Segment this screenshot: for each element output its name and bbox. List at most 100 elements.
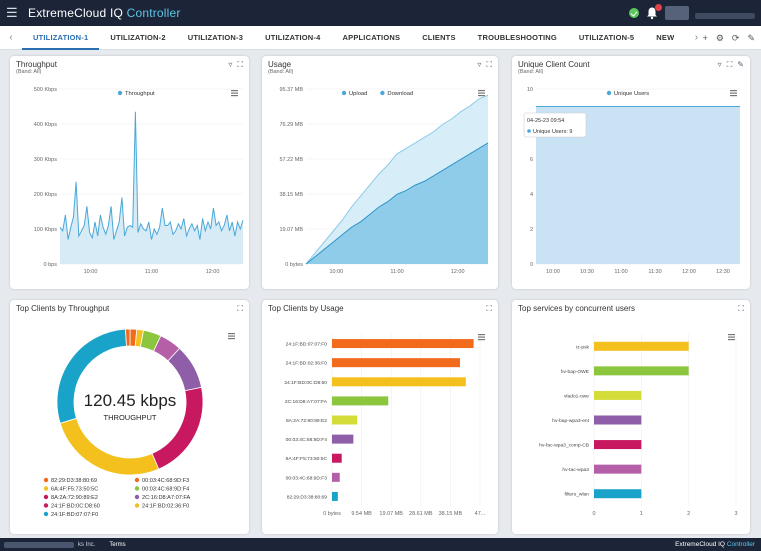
tab-clients[interactable]: CLIENTS xyxy=(422,32,456,42)
category-label: 00:03:4C:68:9D:F3 xyxy=(286,475,328,481)
x-tick-label: 0 bytes xyxy=(323,511,341,517)
bar xyxy=(332,491,338,501)
chart-menu-icon xyxy=(478,339,485,341)
expand-icon[interactable]: ⛶ xyxy=(237,60,243,69)
tab-applications[interactable]: APPLICATIONS xyxy=(342,32,401,42)
y-tick-label: 100 Kbps xyxy=(34,227,57,233)
filter-icon[interactable]: ▿ xyxy=(717,60,722,69)
card-title: Throughput xyxy=(16,60,57,69)
legend-label: Unique Users xyxy=(614,91,649,97)
expand-icon[interactable]: ⛶ xyxy=(738,304,744,313)
throughput-card: Throughput (Band: All) ▿ ⛶ 500 Kbps 400 K… xyxy=(10,56,249,289)
bar xyxy=(332,453,342,463)
card-subtitle: (Band: All) xyxy=(268,69,294,75)
tabs-scroll-right-icon[interactable]: › xyxy=(694,32,699,43)
chart-menu-icon xyxy=(728,336,735,338)
user-avatar[interactable] xyxy=(665,6,689,20)
card-subtitle: (Band: All) xyxy=(518,69,544,75)
legend-label: 00:03:4C:68:9D:F3 xyxy=(142,478,189,484)
series-line-throughput xyxy=(59,111,244,240)
donut-slice xyxy=(125,328,131,347)
x-tick-label: 11:00 xyxy=(614,269,627,275)
y-tick-label: 2 xyxy=(530,227,533,233)
bar xyxy=(594,366,689,376)
tooltip-marker xyxy=(527,129,531,133)
donut-center-label: THROUGHPUT xyxy=(104,413,157,422)
series-line-download xyxy=(305,94,489,265)
x-tick-label: 12:00 xyxy=(682,269,696,275)
category-label: 24:1F:BD:02:36:F0 xyxy=(286,361,328,367)
category-label: filters_wlan xyxy=(565,492,590,498)
legend-label: 8A:2A:72:90:89:E2 xyxy=(51,495,98,501)
footer-copyright: ks Inc. xyxy=(78,541,96,548)
expand-icon[interactable]: ⛶ xyxy=(237,304,243,313)
chart-menu-icon xyxy=(730,90,737,92)
tab-utilization-1[interactable]: UTILIZATION-1 xyxy=(22,26,100,50)
settings-gear-icon[interactable]: ⚙ xyxy=(715,32,724,43)
x-tick-label: 0 xyxy=(592,511,595,517)
bar xyxy=(332,358,461,368)
bar xyxy=(594,464,642,474)
app-brand: ExtremeCloud IQ Controller xyxy=(28,6,181,20)
expand-icon[interactable]: ⛶ xyxy=(486,60,492,69)
chart-menu-icon xyxy=(231,92,238,94)
legend-marker xyxy=(43,486,49,491)
terms-link[interactable]: Terms xyxy=(109,541,126,548)
add-dashboard-icon[interactable]: + xyxy=(702,33,708,43)
legend-marker xyxy=(43,503,49,508)
x-tick-label: 38.15 MB xyxy=(439,511,463,517)
tab-troubleshooting[interactable]: TROUBLESHOOTING xyxy=(477,32,557,42)
user-name-blurred[interactable] xyxy=(695,13,755,19)
bar xyxy=(332,434,354,444)
y-tick-label: 0 bps xyxy=(44,262,58,268)
footer-brand-name: ExtremeCloud IQ xyxy=(675,541,725,548)
y-tick-label: 10 xyxy=(527,87,533,93)
donut-center-value: 120.45 kbps xyxy=(84,391,177,410)
filter-icon[interactable]: ▿ xyxy=(477,60,482,69)
bar xyxy=(594,390,642,400)
x-tick-label: 11:00 xyxy=(390,269,403,275)
chart-menu-icon xyxy=(728,334,735,336)
refresh-icon[interactable]: ⟳ xyxy=(731,32,740,43)
chart-menu-icon xyxy=(228,338,235,340)
edit-icon[interactable]: ✎ xyxy=(747,32,755,43)
card-title: Top Clients by Throughput xyxy=(16,304,110,313)
tab-utilization-3[interactable]: UTILIZATION-3 xyxy=(187,32,244,42)
unique-client-chart: 108642010:0010:3011:0011:3012:0012:30Uni… xyxy=(523,87,740,275)
legend-marker xyxy=(117,90,123,96)
tab-utilization-5[interactable]: UTILIZATION-5 xyxy=(578,32,635,42)
legend-marker xyxy=(43,511,49,517)
category-label: hv-bap-wpa3-ent xyxy=(552,418,589,424)
card-title: Usage xyxy=(268,60,292,69)
y-tick-label: 76.29 MB xyxy=(279,122,303,128)
category-label: hv-fac-wpa3_comp-CB xyxy=(539,443,589,449)
edit-icon[interactable]: ✎ xyxy=(737,60,744,69)
legend-label: 6A:4F:F5:73:50:5C xyxy=(51,487,98,493)
bar xyxy=(594,440,642,450)
filter-icon[interactable]: ▿ xyxy=(228,60,233,69)
x-tick-label: 12:00 xyxy=(206,269,220,275)
legend-marker xyxy=(134,494,140,500)
x-tick-label: 10:30 xyxy=(580,269,594,275)
dashboard-tab-bar: ‹ UTILIZATION-1 UTILIZATION-2 UTILIZATION-… xyxy=(0,26,761,50)
chart-menu-icon xyxy=(231,90,238,92)
expand-icon[interactable]: ⛶ xyxy=(726,60,733,69)
x-tick-label: 12:30 xyxy=(716,269,730,275)
tab-new[interactable]: NEW xyxy=(656,32,675,42)
category-label: hv-bap-OWE xyxy=(561,369,590,375)
bar xyxy=(332,377,466,387)
x-tick-label: 19.07 MB xyxy=(379,511,403,517)
bar xyxy=(332,339,474,349)
notifications-bell-icon[interactable] xyxy=(645,4,662,20)
hamburger-menu-icon[interactable]: ☰ xyxy=(6,5,18,20)
tabs-scroll-left-icon[interactable]: ‹ xyxy=(9,32,13,43)
x-tick-label: 10:00 xyxy=(546,269,560,275)
status-ok-icon[interactable] xyxy=(629,8,639,18)
card-title: Unique Client Count xyxy=(518,60,590,69)
tab-utilization-4[interactable]: UTILIZATION-4 xyxy=(265,32,321,42)
tab-utilization-2[interactable]: UTILIZATION-2 xyxy=(110,32,166,42)
chart-menu-icon xyxy=(228,333,235,335)
expand-icon[interactable]: ⛶ xyxy=(486,304,492,313)
series-area-unique-users xyxy=(536,106,740,264)
y-tick-label: 4 xyxy=(530,192,533,198)
